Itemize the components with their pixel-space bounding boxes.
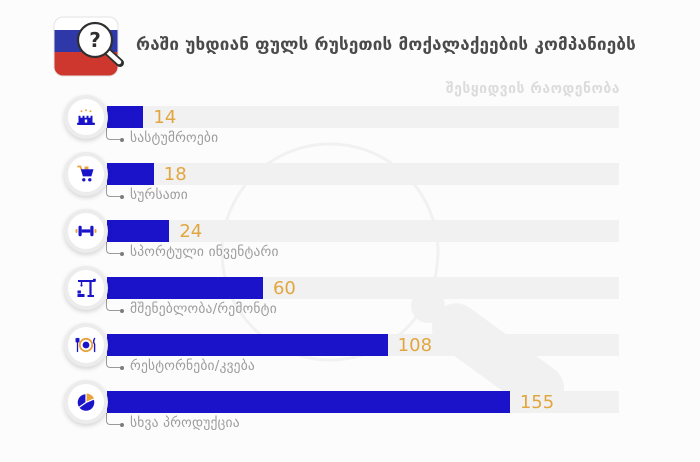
question-mark: ? bbox=[89, 28, 101, 52]
bar-track: 155 bbox=[107, 391, 619, 413]
category-label: სასტუმროები bbox=[130, 130, 219, 146]
connector-elbow bbox=[106, 356, 124, 370]
shopping-cart-icon bbox=[64, 152, 108, 196]
bar-track: 14 bbox=[107, 106, 619, 128]
bar-track: 24 bbox=[107, 220, 619, 242]
bar-caption: სურსათი bbox=[106, 185, 406, 207]
bar-caption: სპორტული ინვენტარი bbox=[106, 242, 406, 264]
bar bbox=[107, 163, 154, 185]
pie-chart-icon bbox=[64, 380, 108, 424]
bar-row-sports-equipment: 24 სპორტული ინვენტარი bbox=[0, 209, 700, 276]
bar bbox=[107, 334, 388, 356]
dumbbell-icon bbox=[64, 209, 108, 253]
restaurant-icon bbox=[64, 323, 108, 367]
bar-caption: რესტორნები/კვება bbox=[106, 356, 406, 378]
page-title: რაში უხდიან ფულს რუსეთის მოქალაქეების კო… bbox=[136, 35, 637, 55]
bar-row-hotels: 14 სასტუმროები bbox=[0, 95, 700, 162]
bar-value: 108 bbox=[397, 334, 433, 356]
bar bbox=[107, 220, 170, 242]
category-label: სხვა პროდუქცია bbox=[130, 415, 240, 431]
bar-track: 60 bbox=[107, 277, 619, 299]
bar bbox=[107, 391, 510, 413]
value-axis-label: შესყიდვის რაოდენობა bbox=[445, 81, 620, 97]
bar-row-groceries: 18 სურსათი bbox=[0, 152, 700, 219]
category-label: მშენებლობა/რემონტი bbox=[130, 301, 277, 317]
bar-value: 60 bbox=[272, 277, 296, 299]
bar-track: 108 bbox=[107, 334, 619, 356]
connector-elbow bbox=[106, 185, 124, 199]
bar-value: 18 bbox=[163, 163, 187, 185]
connector-elbow bbox=[106, 299, 124, 313]
magnifier-lens bbox=[76, 21, 114, 59]
flag-magnifier-logo: ? bbox=[53, 16, 124, 77]
bar-caption: სასტუმროები bbox=[106, 128, 406, 150]
bar-value: 24 bbox=[179, 220, 203, 242]
category-label: სპორტული ინვენტარი bbox=[130, 244, 279, 260]
bar-caption: სხვა პროდუქცია bbox=[106, 413, 406, 435]
bar-row-restaurants: 108 რესტორნები/კვება bbox=[0, 323, 700, 390]
bar-caption: მშენებლობა/რემონტი bbox=[106, 299, 406, 321]
bar-row-other-products: 155 სხვა პროდუქცია bbox=[0, 380, 700, 447]
connector-elbow bbox=[106, 413, 124, 427]
category-label: სურსათი bbox=[130, 187, 188, 203]
connector-elbow bbox=[106, 242, 124, 256]
bar-track: 18 bbox=[107, 163, 619, 185]
bar bbox=[107, 106, 144, 128]
category-label: რესტორნები/კვება bbox=[130, 358, 255, 374]
connector-elbow bbox=[106, 128, 124, 142]
bar-row-construction: 60 მშენებლობა/რემონტი bbox=[0, 266, 700, 333]
construction-crane-icon bbox=[64, 266, 108, 310]
bar bbox=[107, 277, 263, 299]
bar-value: 155 bbox=[519, 391, 555, 413]
bar-value: 14 bbox=[153, 106, 177, 128]
hotel-icon bbox=[64, 95, 108, 139]
